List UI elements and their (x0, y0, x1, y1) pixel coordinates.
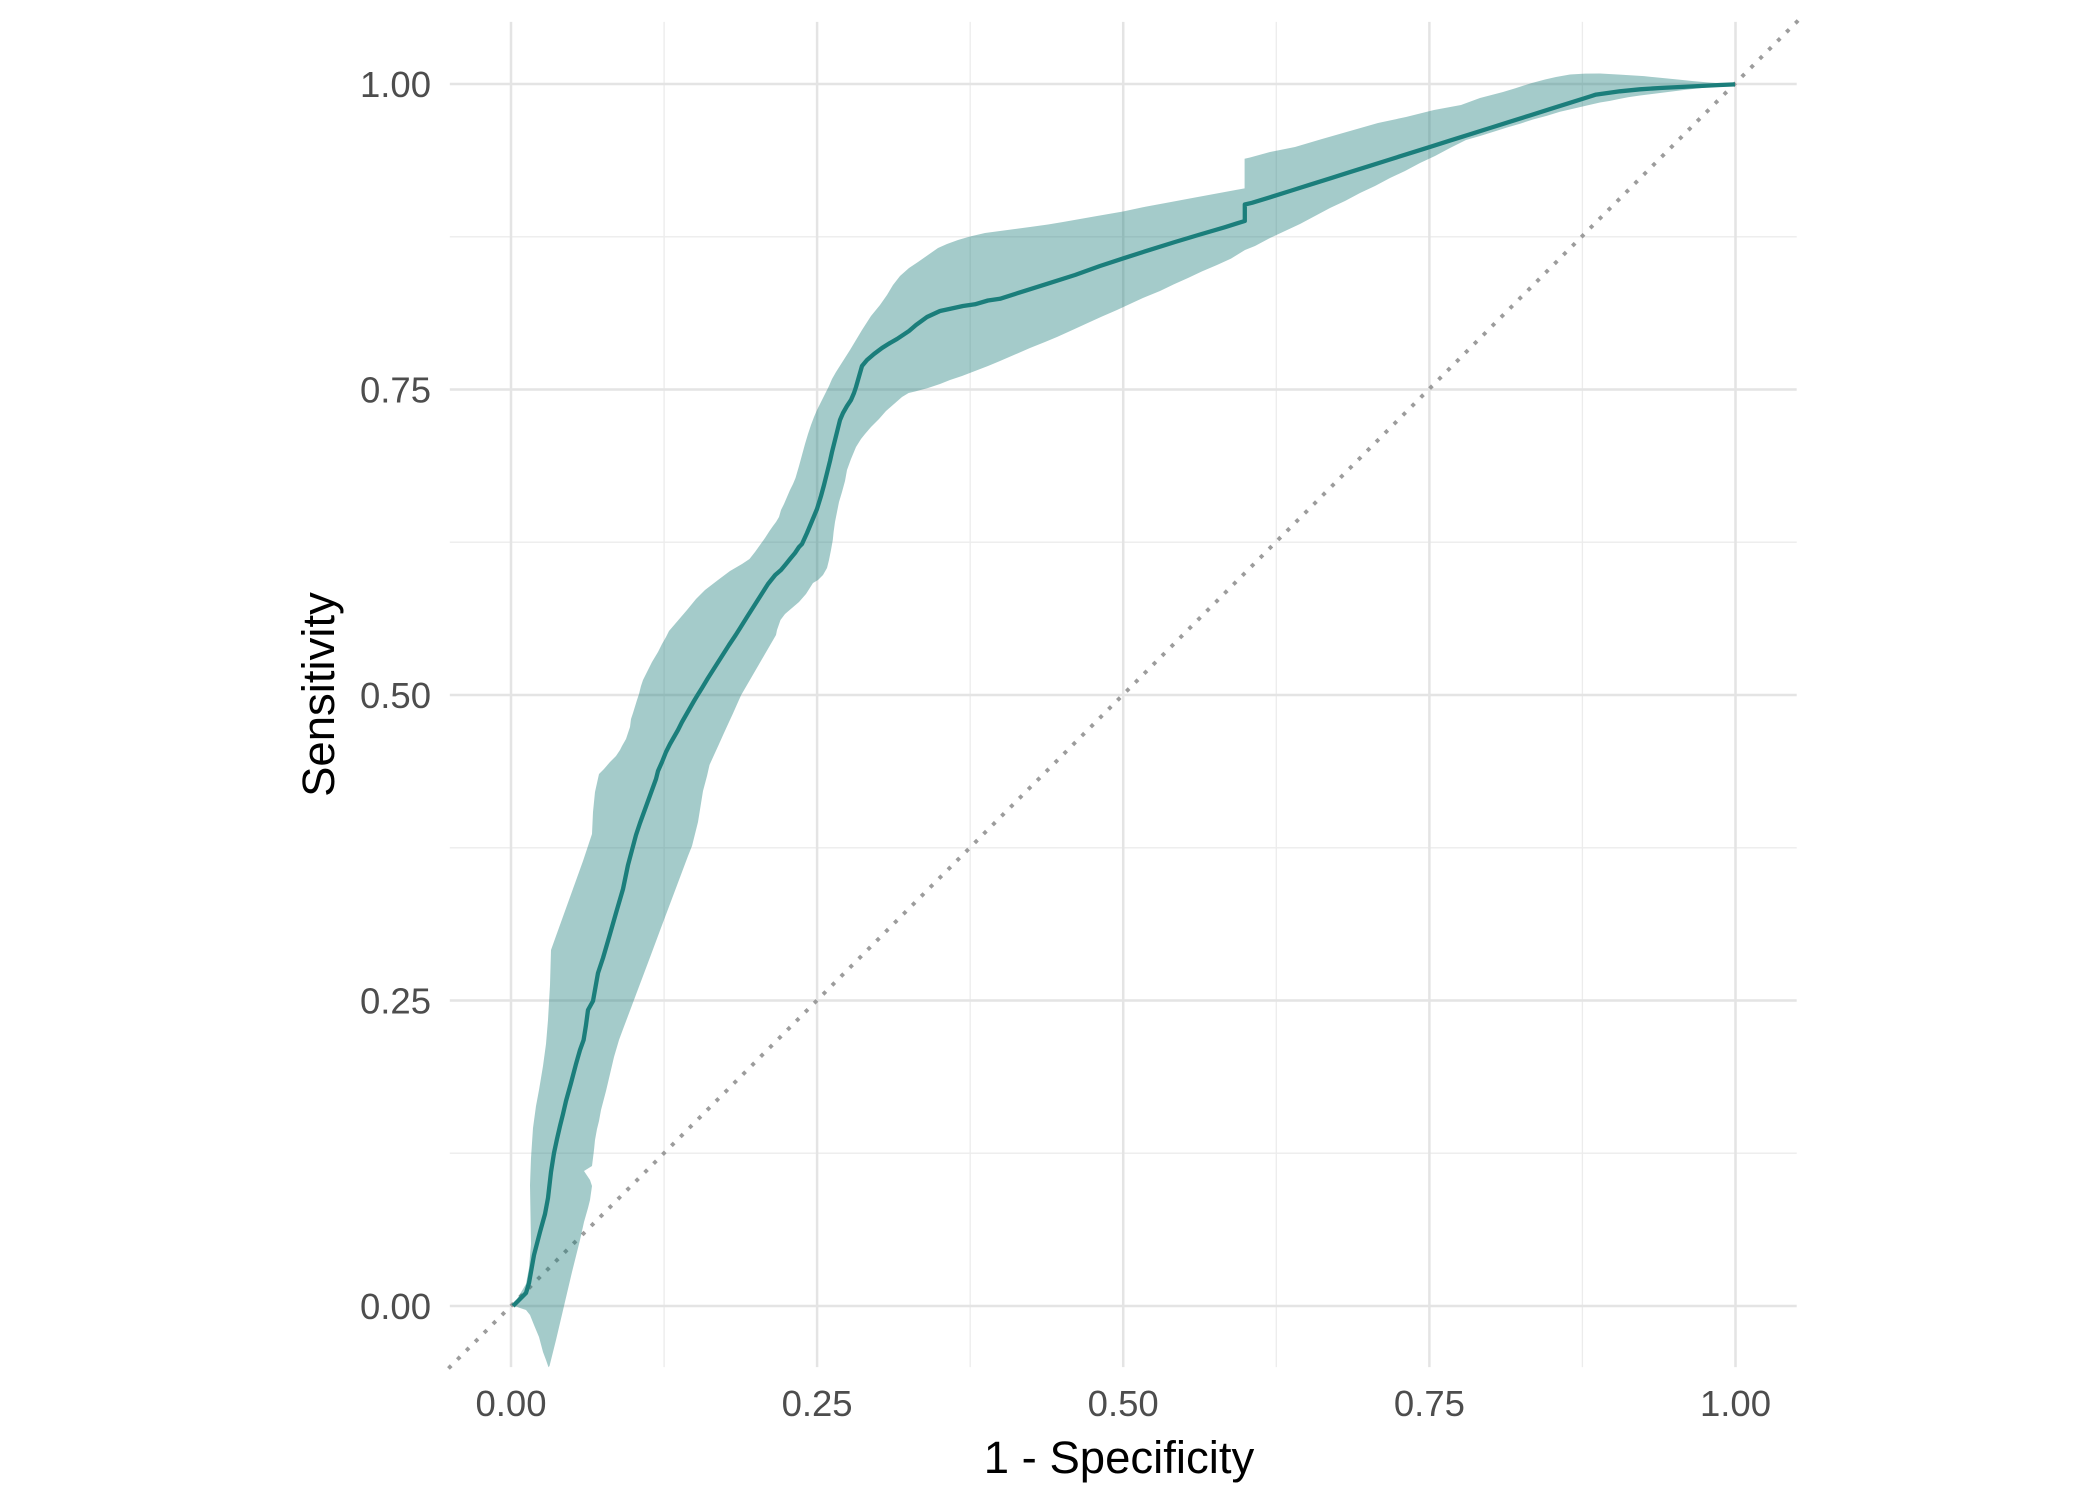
svg-text:0.75: 0.75 (1394, 1383, 1465, 1424)
svg-text:0.00: 0.00 (475, 1383, 546, 1424)
svg-text:0.25: 0.25 (782, 1383, 853, 1424)
svg-text:0.50: 0.50 (1088, 1383, 1159, 1424)
svg-text:0.50: 0.50 (360, 675, 431, 716)
svg-text:Sensitivity: Sensitivity (293, 592, 344, 797)
svg-text:1.00: 1.00 (360, 64, 431, 105)
svg-text:1 - Specificity: 1 - Specificity (984, 1432, 1255, 1483)
svg-text:1.00: 1.00 (1700, 1383, 1771, 1424)
svg-text:0.25: 0.25 (360, 981, 431, 1022)
svg-text:0.00: 0.00 (360, 1286, 431, 1327)
svg-text:0.75: 0.75 (360, 370, 431, 411)
